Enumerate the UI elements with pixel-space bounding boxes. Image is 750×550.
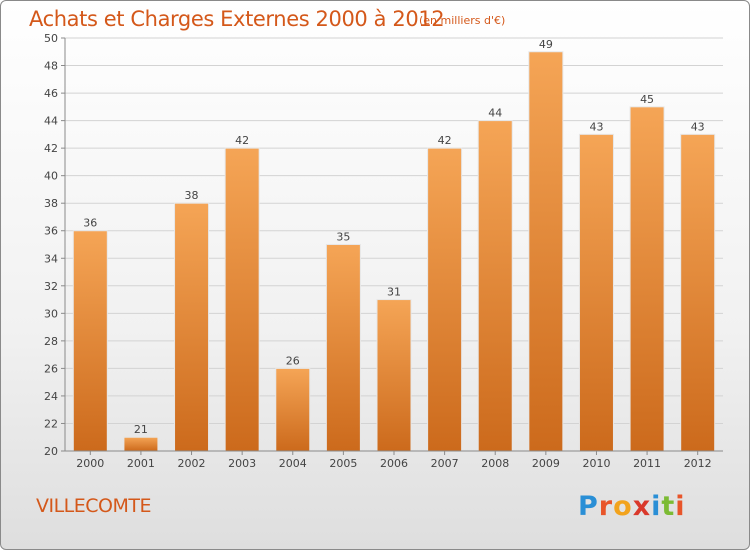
- place-name: VILLECOMTE: [36, 495, 152, 517]
- logo-letter: x: [632, 491, 652, 522]
- bar: [376, 299, 412, 452]
- y-tick-label: 48: [44, 60, 58, 73]
- y-tick-label: 44: [44, 115, 58, 128]
- y-tick-label: 50: [44, 32, 58, 45]
- chart-subtitle: (en milliers d'€): [419, 14, 506, 27]
- logo-letter: r: [598, 491, 614, 522]
- bar-layer: 36 21 38 42 26 35 31 42 44 49 43 45 43: [72, 38, 716, 452]
- x-tick-label: 2006: [380, 457, 408, 470]
- bar-value-label: 45: [640, 93, 654, 106]
- bar-value-label: 49: [539, 38, 553, 51]
- y-tick-label: 38: [44, 197, 58, 210]
- x-tick-label: 2001: [127, 457, 155, 470]
- bar-value-label: 42: [235, 134, 249, 147]
- proxiti-logo: Proxiti: [578, 491, 686, 522]
- bar-value-label: 21: [134, 423, 148, 436]
- x-tick-label: 2007: [431, 457, 459, 470]
- x-tick-label: 2012: [684, 457, 712, 470]
- bar: [174, 202, 210, 452]
- bar: [578, 133, 614, 452]
- logo-letter: i: [651, 491, 662, 522]
- x-tick-label: 2005: [329, 457, 357, 470]
- x-tick-label: 2010: [582, 457, 610, 470]
- bar-value-label: 42: [438, 134, 452, 147]
- bar-value-label: 43: [589, 120, 603, 133]
- y-tick-label: 36: [44, 225, 58, 238]
- bar: [325, 244, 361, 452]
- bar: [629, 106, 665, 452]
- bar: [528, 51, 564, 452]
- y-tick-label: 46: [44, 87, 58, 100]
- bar: [680, 133, 716, 452]
- y-tick-label: 26: [44, 362, 58, 375]
- bar-value-label: 36: [83, 217, 97, 230]
- x-tick-label: 2000: [76, 457, 104, 470]
- bar-value-label: 26: [286, 354, 300, 367]
- bar-value-label: 43: [691, 120, 705, 133]
- y-tick-label: 24: [44, 390, 58, 403]
- bar: [275, 367, 311, 452]
- bar: [224, 147, 260, 452]
- x-tick-label: 2011: [633, 457, 661, 470]
- bar-value-label: 44: [488, 107, 502, 120]
- bar: [123, 436, 159, 452]
- x-tick-label: 2008: [481, 457, 509, 470]
- bar: [477, 120, 513, 452]
- x-tick-label: 2009: [532, 457, 560, 470]
- bar: [72, 230, 108, 452]
- logo-letter: o: [613, 491, 633, 522]
- x-tick-label: 2002: [178, 457, 206, 470]
- y-tick-label: 40: [44, 170, 58, 183]
- y-tick-label: 30: [44, 307, 58, 320]
- y-tick-label: 20: [44, 445, 58, 458]
- logo-letter: P: [578, 491, 599, 522]
- x-tick-label: 2004: [279, 457, 307, 470]
- x-tick-label: 2003: [228, 457, 256, 470]
- y-tick-label: 32: [44, 280, 58, 293]
- bar-value-label: 38: [185, 189, 199, 202]
- y-tick-label: 22: [44, 417, 58, 430]
- y-tick-label: 28: [44, 335, 58, 348]
- axis-layer: 20 22 24 26 28 30 32 34 36 38 40 42 44 46 48 50 2000 2001…: [44, 32, 723, 470]
- y-tick-label: 42: [44, 142, 58, 155]
- bar: [427, 147, 463, 452]
- y-tick-label: 34: [44, 252, 58, 265]
- bar-value-label: 31: [387, 286, 401, 299]
- bar-value-label: 35: [336, 231, 350, 244]
- chart-title: Achats et Charges Externes 2000 à 2012: [29, 7, 445, 31]
- logo-letter: t: [661, 491, 676, 522]
- logo-letter: i: [675, 491, 686, 522]
